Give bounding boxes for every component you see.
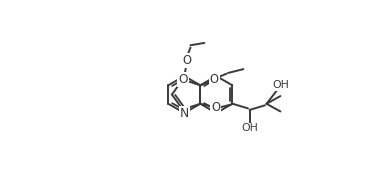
Text: O: O bbox=[211, 101, 220, 114]
Text: OH: OH bbox=[241, 123, 258, 133]
Text: O: O bbox=[210, 73, 218, 86]
Text: O: O bbox=[178, 73, 188, 86]
Text: OH: OH bbox=[272, 80, 289, 90]
Text: O: O bbox=[182, 54, 191, 67]
Text: N: N bbox=[180, 107, 189, 120]
